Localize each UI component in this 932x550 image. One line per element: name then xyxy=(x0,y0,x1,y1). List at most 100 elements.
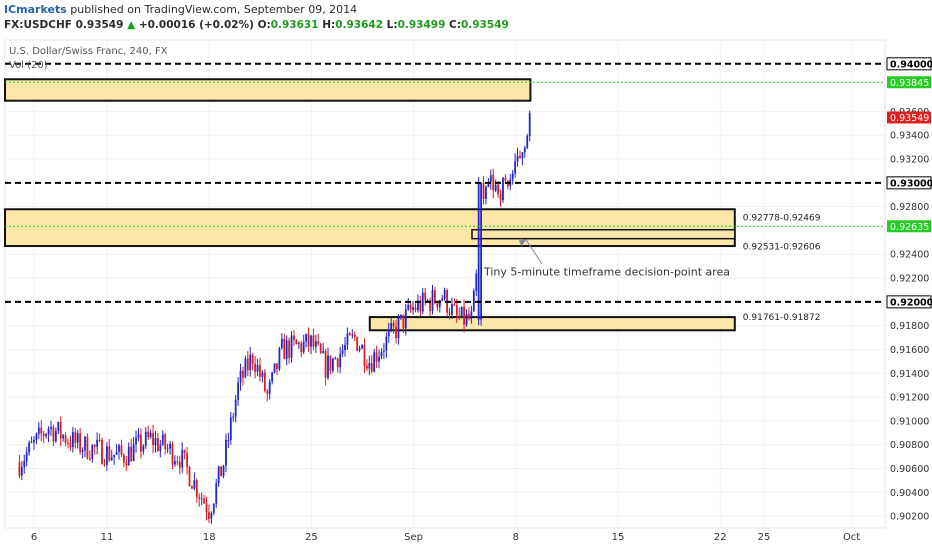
high-label: H: xyxy=(322,19,336,31)
candle-body xyxy=(161,434,164,445)
price-line-label: 0.93845 xyxy=(890,78,929,89)
y-tick-label: 0.92200 xyxy=(890,274,929,285)
zone-label: 0.92531-0.92606 xyxy=(743,243,821,253)
candle-body xyxy=(375,352,378,362)
candle-body xyxy=(217,466,220,484)
annotation-layer: 0.92778-0.92469 0.92531-0.92606 0.91761-0.… xyxy=(483,213,821,323)
candle-body xyxy=(458,315,461,318)
candle-body xyxy=(200,498,203,500)
candle-body xyxy=(285,340,288,360)
y-tick-label: 0.91200 xyxy=(890,393,929,404)
candle-body xyxy=(268,381,271,394)
candle-body xyxy=(331,358,334,371)
candle-body xyxy=(132,444,135,461)
candle-body xyxy=(521,152,524,159)
candle-body xyxy=(400,314,402,319)
candle-body xyxy=(30,442,33,444)
candle-body xyxy=(358,348,361,351)
zone-box[interactable] xyxy=(4,208,736,248)
candle-body xyxy=(383,350,385,352)
candle-body xyxy=(516,155,519,162)
candle-body xyxy=(363,345,366,366)
candle-body xyxy=(86,436,89,459)
candle-body xyxy=(280,338,283,349)
candle-body xyxy=(523,147,526,153)
candle-body xyxy=(511,173,514,180)
candle-body xyxy=(254,363,257,372)
candle-body xyxy=(212,503,215,513)
zones-layer xyxy=(4,78,736,332)
candle-body xyxy=(329,355,332,371)
candle-body xyxy=(166,448,169,450)
candle-body xyxy=(470,311,473,319)
candle-body xyxy=(249,354,252,371)
candle-body xyxy=(227,439,230,441)
candle-body xyxy=(504,177,507,181)
candle-body xyxy=(176,461,179,463)
candle-body xyxy=(519,155,521,159)
candle-body xyxy=(429,300,431,312)
zone-box[interactable] xyxy=(368,316,736,332)
candle-body xyxy=(74,432,77,443)
y-tick-label: 0.93400 xyxy=(890,131,929,142)
zone-box[interactable] xyxy=(4,78,532,102)
candle-body xyxy=(242,370,244,378)
candle-body xyxy=(159,444,162,451)
candle-body xyxy=(259,364,261,377)
candle-body xyxy=(93,445,96,447)
symbol: FX:USDCHF xyxy=(4,19,72,31)
candle-body xyxy=(392,322,395,327)
candle-body xyxy=(441,298,444,301)
annotation-text: Tiny 5-minute timeframe decision-point a… xyxy=(483,266,730,279)
candle-body xyxy=(18,462,21,476)
published-text: published on TradingView.com, September … xyxy=(70,3,358,16)
candle-body xyxy=(327,355,329,378)
y-tick-label: 0.93200 xyxy=(890,155,929,166)
candle-body xyxy=(368,363,371,369)
zone-box[interactable] xyxy=(471,228,736,240)
candle-body xyxy=(35,433,38,440)
candle-body xyxy=(387,329,390,337)
candle-body xyxy=(494,184,497,191)
candle-body xyxy=(353,334,356,337)
candles-layer xyxy=(18,110,531,524)
x-tick-label: 11 xyxy=(101,532,114,543)
candle-body xyxy=(191,486,193,489)
y-tick-label: 0.90400 xyxy=(890,488,929,499)
candle-body xyxy=(47,428,50,435)
candle-body xyxy=(460,306,463,318)
candle-body xyxy=(482,182,485,200)
candle-body xyxy=(475,273,478,291)
candle-body xyxy=(154,438,157,446)
annotation-arrowhead xyxy=(518,239,526,247)
candle-body xyxy=(288,340,291,358)
candle-body xyxy=(205,503,208,513)
candle-body xyxy=(98,439,101,441)
candle-body xyxy=(297,343,300,345)
candle-body xyxy=(208,512,210,519)
publisher-name[interactable]: ICmarkets xyxy=(4,3,67,16)
candle-body xyxy=(463,306,465,325)
candle-body xyxy=(96,439,99,447)
candle-body xyxy=(276,363,278,370)
y-tick-label: 0.92400 xyxy=(890,250,929,261)
candle-body xyxy=(42,433,45,437)
zone-label: 0.92778-0.92469 xyxy=(743,213,821,223)
candle-body xyxy=(91,445,94,460)
price-change: +0.00016 (+0.02%) xyxy=(138,19,254,31)
candle-body xyxy=(174,461,176,465)
candle-body xyxy=(25,452,28,462)
price-axis[interactable]: 0.90200 0.90400 0.90600 0.90800 0.91000 0.912… xyxy=(886,57,932,523)
time-axis[interactable]: 6 11 18 25 Sep 8 15 22 25 Oct xyxy=(31,532,861,543)
candle-body xyxy=(220,466,222,477)
candle-body xyxy=(451,304,453,315)
y-tick-label: 0.90800 xyxy=(890,440,929,451)
price-line-label: 0.92000 xyxy=(890,297,932,308)
candle-body xyxy=(62,435,65,439)
candle-body xyxy=(370,363,373,372)
candle-body xyxy=(110,457,113,461)
price-line-label: 0.92635 xyxy=(890,222,929,233)
open-label: O: xyxy=(257,19,271,31)
candle-body xyxy=(468,313,470,319)
